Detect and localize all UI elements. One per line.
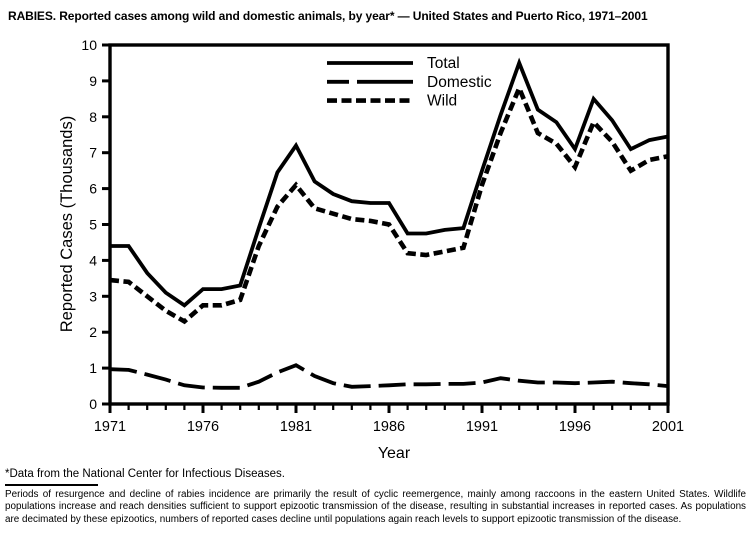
figure-title: RABIES. Reported cases among wild and do… — [8, 9, 648, 23]
x-axis-title: Year — [377, 445, 411, 462]
legend-label-domestic: Domestic — [427, 74, 492, 91]
x-tick-label: 1981 — [280, 419, 312, 435]
y-tick-label: 10 — [81, 37, 97, 53]
footnote-divider — [5, 484, 98, 486]
y-tick-label: 3 — [89, 288, 97, 304]
y-tick-label: 1 — [89, 360, 97, 376]
y-tick-label: 6 — [89, 181, 97, 197]
y-tick-label: 8 — [89, 109, 97, 125]
x-tick-label: 1996 — [559, 419, 591, 435]
x-tick-label: 1986 — [373, 419, 405, 435]
legend-label-wild: Wild — [427, 93, 457, 110]
series-line-domestic — [109, 363, 669, 390]
explanatory-note: Periods of resurgence and decline of rab… — [5, 489, 746, 525]
y-tick-label: 4 — [89, 252, 97, 268]
data-source-footnote: *Data from the National Center for Infec… — [5, 468, 285, 480]
y-tick-label: 5 — [89, 217, 97, 233]
y-tick-label: 7 — [89, 145, 97, 161]
y-tick-label: 2 — [89, 324, 97, 340]
series-line-wild — [109, 82, 669, 325]
y-tick-label: 0 — [89, 396, 97, 412]
y-axis-title: Reported Cases (Thousands) — [58, 115, 76, 333]
x-tick-label: 1976 — [187, 419, 219, 435]
x-tick-label: 1971 — [94, 419, 126, 435]
x-tick-label: 1991 — [466, 419, 498, 435]
y-tick-label: 9 — [89, 73, 97, 89]
legend-label-total: Total — [427, 55, 460, 72]
x-tick-label: 2001 — [652, 419, 684, 435]
series-line-total — [110, 57, 669, 308]
